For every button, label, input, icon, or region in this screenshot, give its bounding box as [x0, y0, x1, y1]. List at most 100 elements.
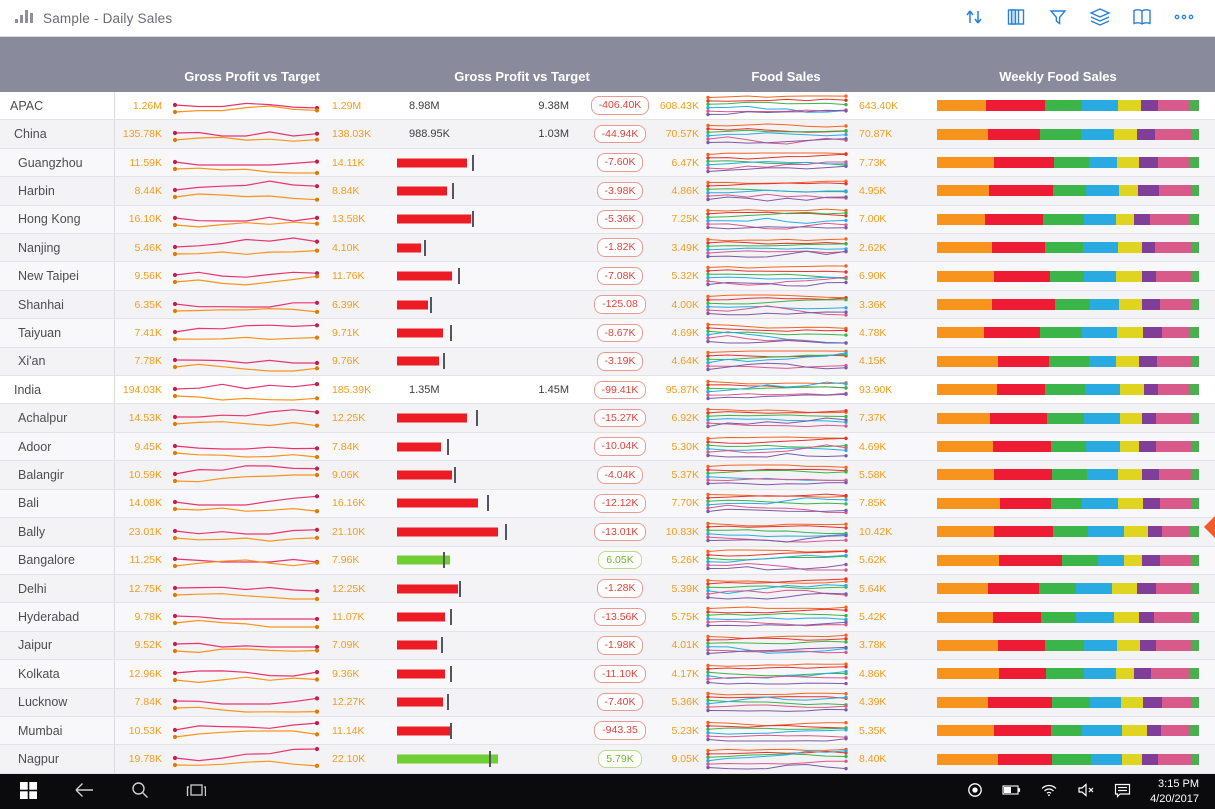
gross-profit-bullet-chart [389, 433, 585, 460]
stack-segment [1192, 469, 1199, 481]
food-sales-end-value: 6.90K [859, 270, 887, 283]
row-label: Adoor [0, 432, 115, 461]
stack-segment [1040, 128, 1082, 140]
table-row[interactable]: Mumbai 10.53K 11.14K -943.35 5.23K 5.35K [0, 716, 1215, 746]
table-row[interactable]: Bally 23.01K 21.10K -13.01K 10.83K 10.42… [0, 518, 1215, 547]
stack-segment [999, 668, 1046, 680]
variance-badge: -13.56K [593, 607, 647, 627]
weekly-food-sales-bar [937, 100, 1199, 112]
table-row[interactable]: Jaipur 9.52K 7.09K -1.98K 4.01K 3.78K [0, 631, 1215, 661]
scroll-right-arrow[interactable] [1204, 516, 1215, 538]
table-row[interactable]: APAC 1.26M 1.29M 8.98M 9.38M -406.40K 608… [0, 92, 1215, 121]
gross-profit-end-value: 11.14K [332, 724, 365, 737]
table-row[interactable]: Bangalore 11.25K 7.96K 6.05K 5.26K 5.62K [0, 546, 1215, 575]
stack-segment [993, 611, 1041, 623]
row-label: New Taipei [0, 262, 115, 290]
gross-profit-end-value: 21.10K [332, 525, 366, 538]
gross-profit-start-value: 11.25K [129, 554, 163, 567]
food-sales-sparkline [703, 348, 851, 375]
stack-segment [1189, 668, 1199, 680]
stack-segment [1089, 299, 1120, 311]
table-row[interactable]: Hyderabad 9.78K 11.07K -13.56K 5.75K 5.4… [0, 603, 1215, 632]
gross-profit-bullet-chart [389, 632, 585, 659]
table-row[interactable]: Adoor 9.45K 7.84K -10.04K 5.30K 4.69K [0, 432, 1215, 462]
task-view-button[interactable] [168, 774, 224, 809]
stack-segment [1121, 696, 1143, 708]
stack-segment [994, 725, 1051, 737]
stack-segment [1139, 157, 1159, 169]
columns-icon [1006, 7, 1026, 30]
quiet-hours-button[interactable] [957, 774, 992, 809]
table-row[interactable]: Lucknow 7.84K 12.27K -7.40K 5.36K 4.39K [0, 688, 1215, 717]
weekly-food-sales-bar [937, 299, 1199, 311]
volume-muted-button[interactable] [1068, 774, 1103, 809]
row-label: Guangzhou [0, 148, 115, 177]
row-label: India [0, 376, 115, 404]
gross-profit-bullet-chart [389, 149, 585, 176]
table-row[interactable]: Delhi 12.75K 12.25K -1.28K 5.39K 5.64K [0, 574, 1215, 604]
food-sales-start-value: 6.47K [671, 156, 699, 169]
stack-segment [1111, 583, 1137, 595]
food-sales-sparkline [703, 234, 851, 261]
table-row[interactable]: Nanjing 5.46K 4.10K -1.82K 3.49K 2.62K [0, 234, 1215, 263]
table-row[interactable]: China 135.78K 138.03K 988.95K 1.03M -44.9… [0, 120, 1215, 149]
stack-segment [1139, 611, 1155, 623]
battery-button[interactable] [994, 774, 1029, 809]
table-row[interactable]: Guangzhou 11.59K 14.11K -7.60K 6.47K 7.7… [0, 148, 1215, 178]
filter-funnel-icon [1048, 7, 1068, 30]
food-sales-start-value: 70.57K [665, 128, 699, 141]
table-row[interactable]: Xi'an 7.78K 9.76K -3.19K 4.64K 4.15K [0, 347, 1215, 377]
stack-segment [1189, 526, 1199, 538]
food-sales-end-value: 7.73K [859, 156, 887, 169]
stack-segment [1089, 696, 1122, 708]
stack-segment [1192, 355, 1199, 367]
sort-button[interactable] [957, 4, 991, 32]
food-sales-start-value: 5.36K [671, 696, 699, 709]
more-button[interactable] [1167, 4, 1201, 32]
table-row[interactable]: Bali 14.08K 16.16K -12.12K 7.70K 7.85K [0, 489, 1215, 519]
gross-profit-end-value: 6.39K [332, 298, 360, 311]
gross-profit-start-value: 194.03K [122, 383, 162, 396]
book-button[interactable] [1125, 4, 1159, 32]
table-row[interactable]: Achalpur 14.53K 12.25K -15.27K 6.92K 7.3… [0, 404, 1215, 433]
table-row[interactable]: Nagpur 19.78K 22.10K 5.79K 9.05K 8.40K [0, 745, 1215, 774]
food-sales-end-value: 4.39K [859, 696, 887, 709]
start-button[interactable] [0, 774, 56, 809]
food-sales-end-value: 93.90K [859, 383, 893, 396]
gross-profit-bullet-chart [389, 745, 585, 772]
gross-profit-bullet-chart [389, 262, 585, 289]
table-row[interactable]: New Taipei 9.56K 11.76K -7.08K 5.32K 6.9… [0, 262, 1215, 291]
table-row[interactable]: Balangir 10.59K 9.06K -4.04K 5.37K 5.58K [0, 461, 1215, 490]
gross-profit-sparkline [167, 547, 325, 574]
layers-button[interactable] [1083, 4, 1117, 32]
gross-profit-start-value: 1.26M [132, 99, 162, 112]
gross-profit-end-value: 7.96K [332, 554, 360, 567]
gross-profit-bullet-chart: 988.95K 1.03M [389, 120, 585, 147]
gross-profit-end-value: 12.27K [332, 696, 366, 709]
stack-segment [1045, 242, 1084, 254]
back-button[interactable] [56, 774, 112, 809]
table-row[interactable]: India 194.03K 185.39K 1.35M 1.45M -99.41K… [0, 376, 1215, 405]
search-button[interactable] [112, 774, 168, 809]
taskbar-clock[interactable]: 3:15 PM 4/20/2017 [1142, 777, 1209, 807]
column-header-gross-profit-sparkline: Gross Profit vs Target [184, 69, 320, 84]
stack-segment [1142, 469, 1160, 481]
wifi-button[interactable] [1031, 774, 1066, 809]
stack-segment [937, 668, 1000, 680]
columns-button[interactable] [999, 4, 1033, 32]
food-sales-start-value: 5.37K [671, 468, 699, 481]
gross-profit-sparkline [167, 206, 325, 233]
stack-segment [994, 469, 1052, 481]
table-row[interactable]: Hong Kong 16.10K 13.58K -5.36K 7.25K 7.0… [0, 205, 1215, 235]
filter-button[interactable] [1041, 4, 1075, 32]
action-center-button[interactable] [1105, 774, 1140, 809]
table-row[interactable]: Shanhai 6.35K 6.39K -125.08 4.00K 3.36K [0, 290, 1215, 320]
stack-segment [937, 128, 988, 140]
table-row[interactable]: Kolkata 12.96K 9.36K -11.10K 4.17K 4.86K [0, 660, 1215, 689]
table-row[interactable]: Harbin 8.44K 8.84K -3.98K 4.86K 4.95K [0, 177, 1215, 206]
variance-badge: -943.35 [594, 721, 646, 740]
table-row[interactable]: Taiyuan 7.41K 9.71K -8.67K 4.69K 4.78K [0, 319, 1215, 348]
stack-segment [937, 583, 988, 595]
stack-segment [1054, 157, 1090, 169]
stack-segment [1050, 441, 1086, 453]
